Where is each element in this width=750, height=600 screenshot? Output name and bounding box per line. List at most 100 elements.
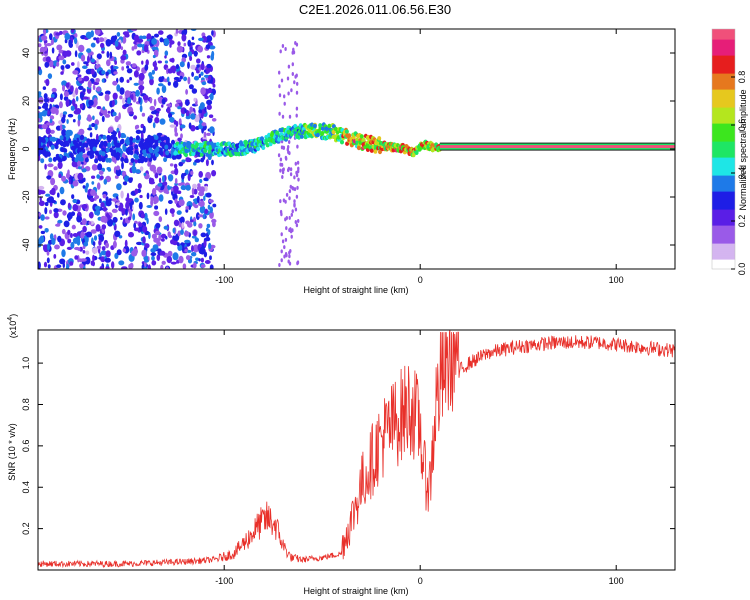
spectrogram-cell xyxy=(78,128,85,136)
spectrogram-cell xyxy=(126,79,130,83)
spectrogram-cell xyxy=(190,170,194,176)
spectrogram-cell xyxy=(211,159,214,166)
spectrogram-cell xyxy=(80,104,83,110)
spectrogram-cell xyxy=(291,228,294,233)
spectrogram-cell xyxy=(200,157,205,163)
spectrogram-cell xyxy=(78,147,83,153)
spectrogram-cell xyxy=(198,258,201,262)
spectrogram-cell xyxy=(101,151,106,157)
spectrogram-cell xyxy=(203,131,207,138)
spectrogram-cell xyxy=(193,75,200,81)
colorbar-band xyxy=(712,93,735,96)
spectrogram-cell xyxy=(198,109,203,114)
spectrogram-cell xyxy=(279,132,284,137)
spectrogram-cell xyxy=(77,166,82,170)
colorbar-band xyxy=(712,211,735,214)
spectrogram-cell xyxy=(166,76,170,83)
spectrogram-cell xyxy=(152,122,156,129)
spectrogram-cell xyxy=(95,64,100,69)
spectrogram-cell xyxy=(66,212,73,220)
spectrogram-cell xyxy=(84,256,91,265)
spectrogram-cell xyxy=(151,260,157,266)
spectrogram-cell xyxy=(177,106,182,110)
spectrogram-cell xyxy=(187,76,191,85)
colorbar-band xyxy=(712,181,735,184)
spectrogram-cell xyxy=(284,47,287,51)
spectrogram-cell xyxy=(295,134,300,139)
colorbar-band xyxy=(712,153,735,156)
spectrogram-cell xyxy=(130,29,138,32)
colorbar-band xyxy=(712,65,735,68)
spectrogram-cell xyxy=(125,61,132,66)
spectrogram-cell xyxy=(125,208,128,216)
spectrogram-cell xyxy=(82,225,87,233)
spectrogram-cell xyxy=(215,142,220,147)
spectrogram-cell xyxy=(103,141,108,147)
colorbar-band xyxy=(712,205,735,208)
spectrogram-cell xyxy=(318,123,323,128)
spectrogram-cell xyxy=(135,89,141,97)
spectrogram-cell xyxy=(151,69,155,75)
spectrogram-cell xyxy=(122,248,127,253)
spectrogram-cell xyxy=(139,105,143,113)
spectrogram-cell xyxy=(293,199,296,204)
spectrogram-cell xyxy=(116,249,122,256)
spectrogram-cell xyxy=(142,236,146,244)
spectrogram-cell xyxy=(115,155,120,161)
spectrogram-cell xyxy=(279,157,283,162)
spectrogram-cell xyxy=(45,78,50,87)
spectrogram-cell xyxy=(196,58,201,64)
spectrogram-cell xyxy=(194,237,199,243)
spectrogram-cell xyxy=(185,255,191,261)
colorbar-band xyxy=(712,247,735,250)
spectrogram-cell xyxy=(194,159,201,163)
spectrogram-cell xyxy=(98,170,104,175)
spectrogram-cell xyxy=(203,177,209,182)
spectrogram-cell xyxy=(160,264,164,269)
spectrogram-cell xyxy=(53,211,59,219)
spectrogram-cell xyxy=(77,114,82,121)
spectrogram-cell xyxy=(131,250,138,257)
spectrogram-cell xyxy=(172,252,179,261)
spectrogram-cell xyxy=(193,221,197,227)
spectrogram-cell xyxy=(153,66,158,71)
spectrogram-cell xyxy=(81,218,87,226)
spectrogram-cell xyxy=(77,172,84,180)
spectrogram-cell xyxy=(289,184,292,189)
spectrogram-cell xyxy=(43,261,48,268)
spectrogram-cell xyxy=(72,198,78,204)
spectrogram-cell xyxy=(166,34,173,40)
spectrogram-cell xyxy=(65,99,70,107)
spectrogram-cell xyxy=(294,74,297,79)
spectrogram-cell xyxy=(171,155,176,160)
spectrogram-cell xyxy=(114,115,120,123)
spectrogram-cell xyxy=(124,239,128,248)
spectrogram-cell xyxy=(135,129,142,134)
spectrogram-cell xyxy=(121,66,125,71)
colorbar-band xyxy=(712,225,735,228)
spectrogram-cell xyxy=(175,64,180,70)
spectrogram-cell xyxy=(167,81,171,86)
spectrogram-cell xyxy=(369,148,374,153)
spectrogram-cell xyxy=(179,61,185,68)
spectrogram-cell xyxy=(67,113,74,118)
y-tick-label: 0.6 xyxy=(21,440,31,453)
y-tick-label: -20 xyxy=(21,190,31,203)
spectrogram-cell xyxy=(256,146,261,152)
spectrogram-cell xyxy=(188,205,192,210)
spectrogram-cell xyxy=(105,266,110,269)
spectrogram-cell xyxy=(158,76,164,83)
y-tick-label: 1.0 xyxy=(21,357,31,370)
snr-scale-exp: 4 xyxy=(7,317,14,321)
spectrogram-cell xyxy=(294,41,297,45)
spectrogram-cell xyxy=(55,108,59,116)
colorbar-band xyxy=(712,243,735,246)
spectrogram-cell xyxy=(38,91,42,96)
spectrogram-cell xyxy=(61,147,66,153)
spectrogram-cell xyxy=(285,192,289,197)
colorbar-band xyxy=(712,55,735,58)
spectrogram-cell xyxy=(194,114,200,123)
spectrogram-cell xyxy=(296,160,300,165)
spectrogram-cell xyxy=(201,35,207,43)
spectrogram-cell xyxy=(60,199,66,206)
